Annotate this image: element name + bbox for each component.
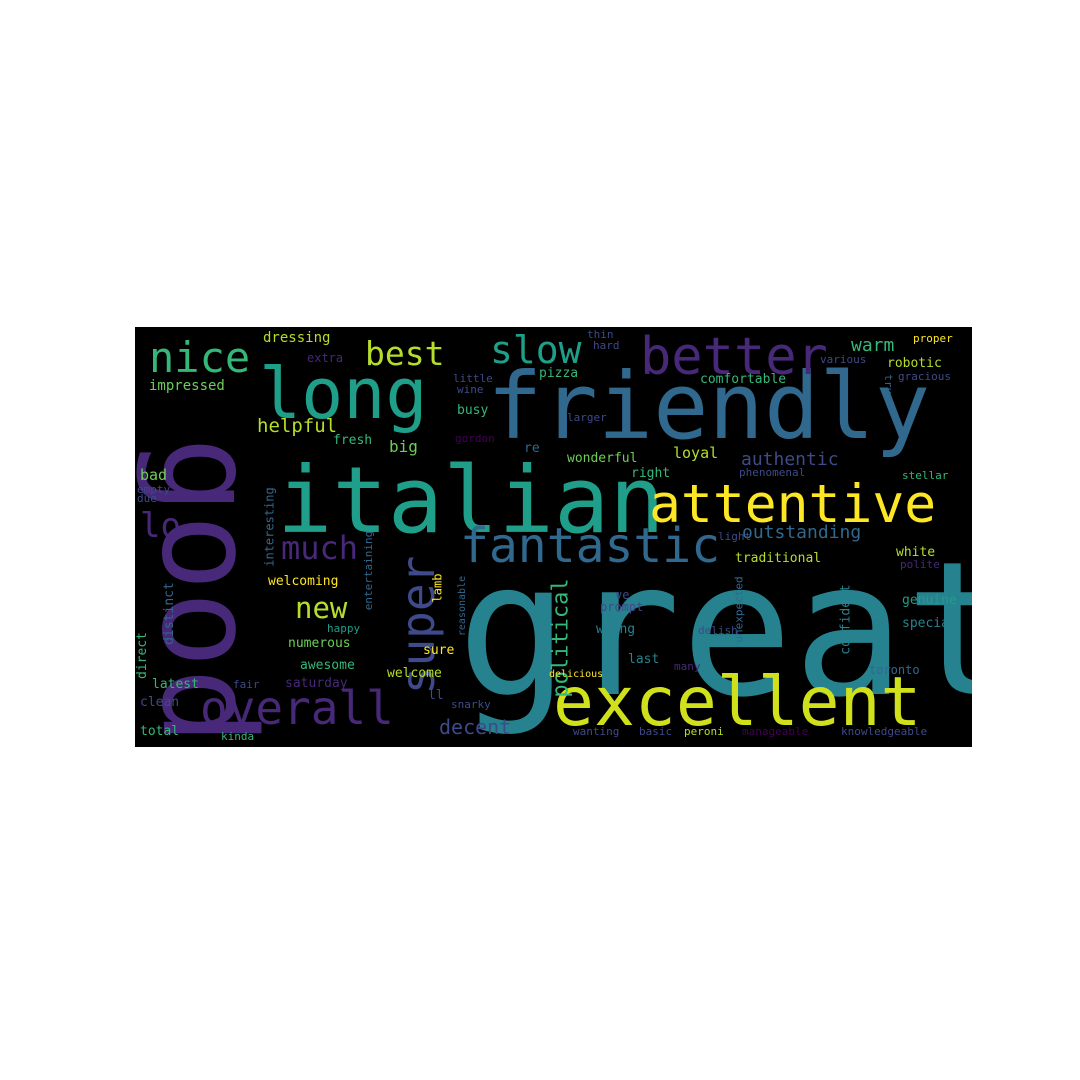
word-genuine: genuine [902,593,957,608]
word-latest: latest [152,677,199,692]
word-loyal: loyal [673,444,719,462]
word-saturday: saturday [285,676,348,691]
word-lamb: lamb [430,573,445,603]
word-busy: busy [457,403,489,418]
word-bad: bad [140,466,168,484]
word-attentive: attentive [649,474,937,535]
word-welcome: welcome [387,666,442,681]
word-wrong: wrong [596,622,636,637]
word-helpful: helpful [257,415,338,437]
word-ve: ve [615,588,630,602]
word-new: new [295,591,348,625]
word-entertaining: entertaining [362,530,376,611]
word-friendly: friendly [487,353,931,460]
word-hard: hard [593,339,620,352]
word-last: last [628,652,660,667]
word-excellent: excellent [553,663,922,742]
word-ll: ll [428,688,444,703]
word-interesting: interesting [262,487,277,567]
word-big: big [389,437,418,456]
word-snarky: snarky [451,698,491,711]
word-special: special [902,616,957,631]
word-true: true [881,374,895,401]
word-robotic: robotic [887,356,942,371]
word-delish: delish [698,624,738,637]
word-right: right [631,466,671,481]
word-authentic: authentic [741,449,839,470]
word-thin: thin [587,328,614,341]
word-long: long [259,353,428,435]
word-awesome: awesome [300,658,355,673]
word-gordon: gordon [455,432,495,445]
word-toronto: toronto [869,663,920,677]
word-great: great [457,521,972,738]
word-manageable: manageable [742,725,809,738]
word-reasonable: reasonable [457,575,469,637]
word-happy: happy [327,622,361,635]
word-confident: confident [838,584,854,655]
word-larger: larger [567,411,607,424]
word-nice: nice [149,333,251,382]
word-delicious: delicious [549,669,604,680]
word-light: light [718,530,752,543]
word-direct: direct [135,632,150,679]
word-knowledgeable: knowledgeable [841,725,928,738]
word-cloud: great italian friendly good excellent at… [135,327,972,747]
word-fresh: fresh [333,433,373,448]
word-slow: slow [490,328,582,372]
word-wanting: wanting [573,725,620,738]
word-many: many [674,660,701,673]
word-empty: empty [137,483,171,496]
word-extra: extra [307,351,344,365]
word-overall: overall [200,681,394,735]
word-distinct: distinct [161,582,177,645]
word-wine: wine [457,383,484,396]
word-comfortable: comfortable [700,372,787,387]
word-little: little [453,372,493,385]
word-lo: lo [140,506,181,546]
word-outstanding: outstanding [742,522,862,543]
word-welcoming: welcoming [268,574,339,589]
word-prompt: prompt [600,600,644,614]
word-clean: clean [140,695,180,710]
word-gracious: gracious [898,370,951,383]
word-much: much [281,529,359,567]
word-sure: sure [423,643,455,658]
word-best: best [365,334,445,373]
word-fair: fair [233,678,260,691]
word-proper: proper [913,332,953,345]
word-total: total [140,724,180,739]
word-traditional: traditional [735,551,822,566]
word-re: re [524,441,540,456]
word-polite: polite [900,558,940,571]
word-various: various [820,353,867,366]
word-warm: warm [851,335,895,356]
word-fantastic: fantastic [460,518,721,574]
word-decent: decent [439,715,512,739]
word-dressing: dressing [263,330,331,346]
word-italian: italian [277,447,665,554]
word-impressed: impressed [149,378,225,394]
word-wonderful: wonderful [567,451,638,466]
word-unexpected: unexpected [732,576,746,643]
word-peroni: peroni [684,725,724,738]
word-stellar: stellar [902,469,949,482]
word-pizza: pizza [539,366,579,381]
word-white: white [896,545,936,560]
word-kinda: kinda [221,730,255,743]
word-phenomenal: phenomenal [739,466,806,479]
word-numerous: numerous [288,636,351,651]
word-basic: basic [639,725,673,738]
word-due: due [137,492,157,505]
word-better: better [640,327,828,387]
